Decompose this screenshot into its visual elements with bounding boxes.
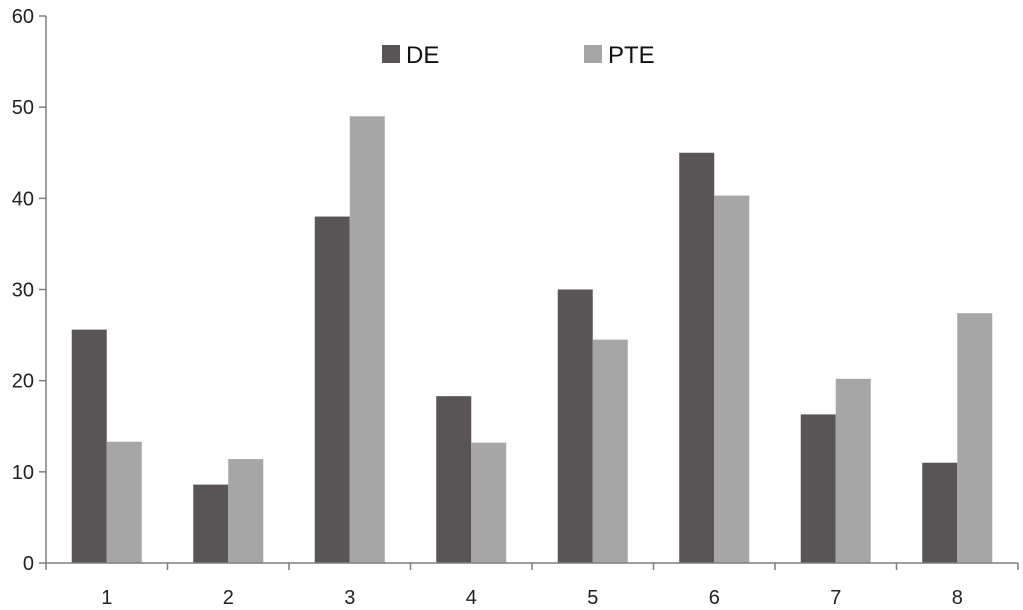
bar-pte-5 [592,339,628,563]
y-tick-group: 0 10 20 30 40 50 60 [12,6,46,575]
y-tick-label: 0 [23,553,34,575]
bar-pte-3 [349,116,385,564]
x-tick-label: 2 [223,587,234,609]
x-tick-label: 1 [101,587,112,609]
bar-de-5 [557,289,593,563]
bar-pte-2 [228,459,264,563]
y-tick-label: 30 [12,280,34,302]
legend: DE PTE [382,42,655,69]
x-tick-label: 8 [952,587,963,609]
bar-de-8 [922,462,958,563]
x-tick-label: 3 [344,587,355,609]
axes-group [45,16,1018,564]
bar-pte-1 [106,441,142,563]
bar-pte-8 [957,313,993,563]
bar-de-3 [314,216,350,564]
y-tick-label: 60 [12,6,34,28]
x-tick-label: 4 [466,587,477,609]
bar-de-1 [71,329,107,563]
bar-de-6 [679,152,715,563]
legend-swatch-pte [584,45,602,63]
legend-swatch-de [382,45,400,63]
x-tick-label: 7 [830,587,841,609]
legend-label-de: DE [406,42,439,69]
legend-label-pte: PTE [608,42,655,69]
y-tick-label: 50 [12,97,34,119]
bar-de-4 [436,396,472,563]
x-tick-group: 1 2 3 4 5 6 7 8 [45,563,1019,609]
bar-de-2 [193,484,229,563]
bar-de-7 [800,414,836,563]
y-tick-label: 40 [12,188,34,210]
bar-pte-4 [471,442,507,563]
bars-group [71,116,993,564]
bar-pte-7 [835,378,871,563]
y-tick-label: 20 [12,371,34,393]
x-tick-label: 6 [709,587,720,609]
y-tick-label: 10 [12,462,34,484]
bar-pte-6 [714,195,750,563]
x-tick-label: 5 [587,587,598,609]
